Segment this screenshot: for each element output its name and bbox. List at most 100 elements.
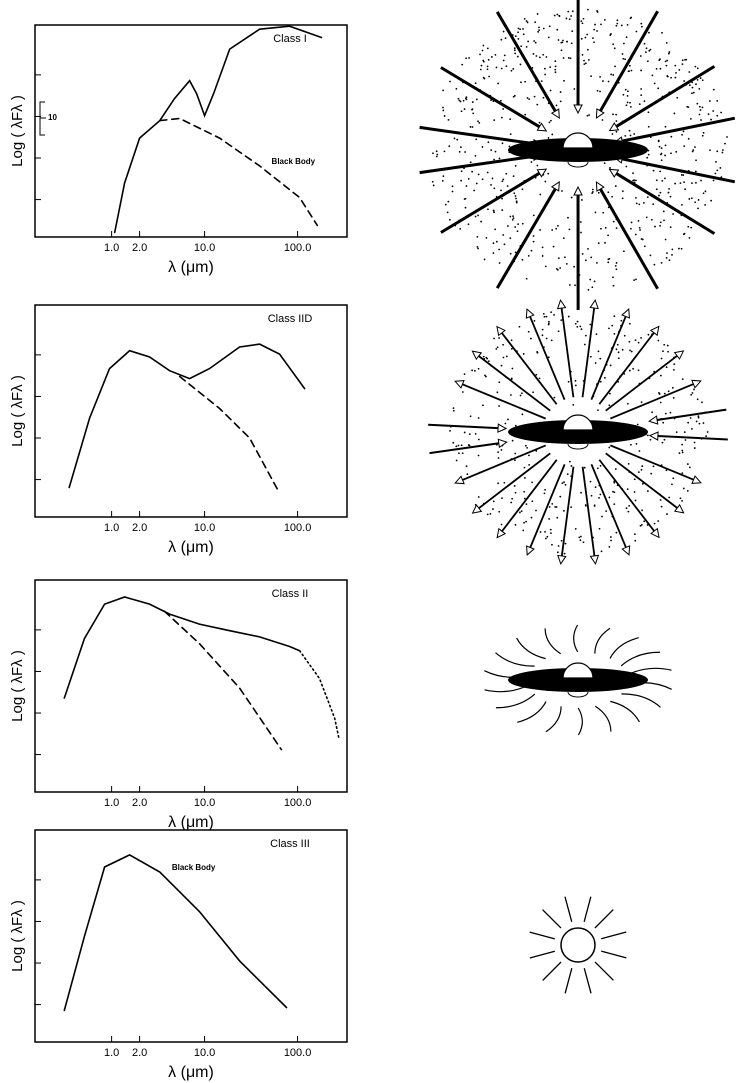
arrow-head bbox=[650, 527, 660, 539]
arrow-head bbox=[573, 104, 583, 115]
dust-dot bbox=[583, 466, 586, 469]
dust-dot bbox=[555, 104, 558, 107]
dust-dot bbox=[506, 185, 509, 187]
dust-dot bbox=[576, 320, 579, 323]
dust-dot bbox=[659, 224, 661, 227]
dust-dot bbox=[602, 80, 604, 82]
dust-dot bbox=[545, 56, 548, 58]
dust-dot bbox=[637, 369, 640, 372]
dust-dot bbox=[712, 88, 715, 91]
dust-dot bbox=[609, 364, 612, 367]
flow-arrow bbox=[560, 466, 575, 557]
dust-dot bbox=[681, 499, 683, 502]
dust-dot bbox=[697, 415, 700, 418]
dust-dot bbox=[597, 191, 600, 194]
dust-dot bbox=[710, 118, 712, 121]
dust-dot bbox=[580, 535, 582, 538]
dust-dot bbox=[502, 178, 505, 181]
arrow-head bbox=[589, 299, 599, 310]
dust-dot bbox=[624, 134, 627, 137]
dust-dot bbox=[501, 209, 504, 211]
star-ray bbox=[601, 950, 627, 959]
dust-dot bbox=[608, 257, 611, 260]
dust-dot bbox=[669, 195, 672, 198]
dust-dot bbox=[569, 460, 571, 463]
scale-bar bbox=[39, 101, 46, 136]
dust-dot bbox=[500, 38, 503, 41]
dust-dot bbox=[514, 52, 517, 55]
dust-dot bbox=[594, 23, 596, 26]
star bbox=[560, 927, 596, 963]
dust-dot bbox=[658, 145, 661, 148]
dust-dot bbox=[662, 421, 665, 424]
series-line bbox=[298, 649, 340, 741]
dust-dot bbox=[598, 527, 601, 530]
dust-dot bbox=[487, 360, 490, 362]
dust-dot bbox=[704, 190, 707, 193]
flow-arrow bbox=[429, 442, 499, 455]
dust-dot bbox=[646, 490, 649, 492]
dust-dot bbox=[524, 80, 527, 83]
dust-dot bbox=[490, 149, 493, 152]
arrow-head bbox=[526, 545, 535, 556]
dust-dot bbox=[680, 174, 683, 176]
dust-dot bbox=[632, 179, 634, 182]
dust-dot bbox=[482, 76, 485, 79]
wavy-line bbox=[594, 705, 612, 732]
dust-dot bbox=[634, 539, 637, 542]
dust-dot bbox=[694, 146, 696, 148]
dust-dot bbox=[692, 149, 695, 151]
dust-dot bbox=[667, 350, 670, 353]
dust-dot bbox=[561, 482, 564, 485]
dust-dot bbox=[509, 252, 512, 255]
dust-dot bbox=[559, 100, 562, 103]
arrow-head bbox=[648, 431, 659, 441]
dust-dot bbox=[522, 529, 525, 532]
star-ray bbox=[583, 968, 592, 994]
dust-dot bbox=[521, 222, 524, 225]
dust-dot bbox=[524, 113, 527, 116]
dust-dot bbox=[536, 13, 539, 15]
wavy-line bbox=[495, 693, 536, 709]
dust-dot bbox=[465, 185, 468, 187]
dust-dot bbox=[505, 355, 508, 358]
x-axis-label: λ (μm) bbox=[168, 259, 214, 276]
dust-dot bbox=[544, 530, 546, 533]
dust-dot bbox=[570, 42, 573, 45]
dust-dot bbox=[458, 99, 461, 102]
flow-arrow bbox=[462, 444, 547, 481]
dust-dot bbox=[544, 180, 547, 183]
dust-dot bbox=[668, 496, 671, 499]
dust-dot bbox=[594, 486, 597, 489]
dust-dot bbox=[712, 179, 715, 182]
star-ray bbox=[594, 961, 614, 981]
dust-dot bbox=[507, 225, 509, 227]
flow-arrow bbox=[529, 464, 566, 548]
dust-dot bbox=[664, 238, 667, 241]
dust-dot bbox=[432, 184, 435, 187]
dust-dot bbox=[574, 322, 577, 325]
dust-dot bbox=[664, 144, 667, 147]
dust-dot bbox=[633, 478, 636, 481]
dust-dot bbox=[629, 227, 632, 230]
dust-dot bbox=[584, 259, 587, 262]
dust-dot bbox=[453, 137, 456, 140]
dust-dot bbox=[610, 73, 613, 76]
dust-dot bbox=[666, 513, 668, 515]
dust-dot bbox=[486, 357, 489, 360]
dust-dot bbox=[637, 341, 640, 344]
dust-dot bbox=[527, 254, 530, 257]
dust-dot bbox=[649, 438, 652, 441]
dust-dot bbox=[596, 89, 599, 92]
dust-dot bbox=[624, 58, 627, 61]
dust-dot bbox=[701, 106, 704, 109]
dust-dot bbox=[698, 113, 701, 116]
dust-dot bbox=[560, 41, 563, 44]
x-tick-label: 1.0 bbox=[104, 1047, 119, 1059]
dust-dot bbox=[661, 441, 664, 444]
dust-dot bbox=[522, 353, 525, 355]
dust-dot bbox=[687, 421, 690, 424]
dust-dot bbox=[492, 252, 495, 254]
disk bbox=[508, 420, 648, 444]
dust-dot bbox=[679, 182, 682, 185]
